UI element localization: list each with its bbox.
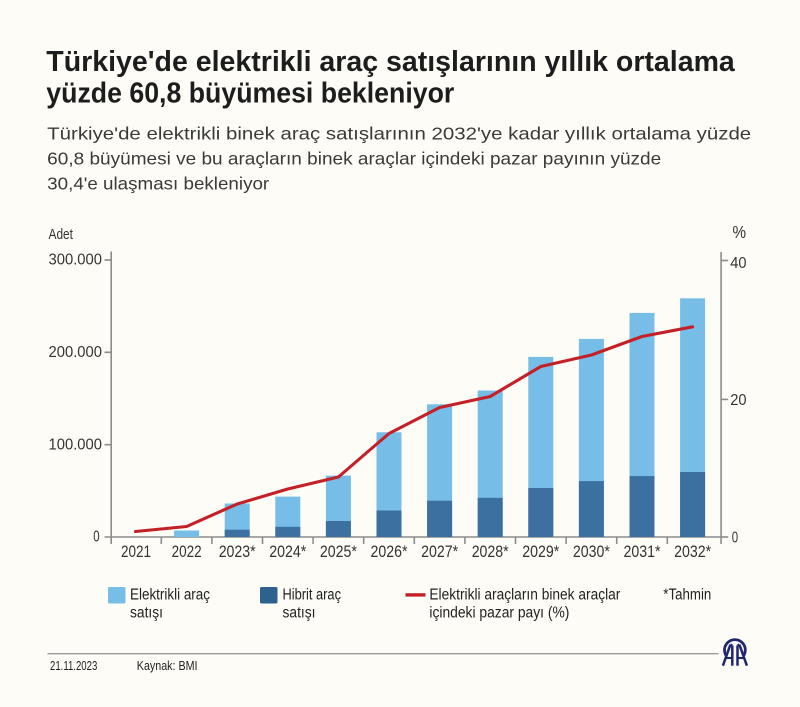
svg-text:20: 20 (730, 392, 746, 409)
svg-text:*Tahmin: *Tahmin (663, 587, 711, 604)
svg-text:Türkiye'de elektrikli araç sat: Türkiye'de elektrikli araç satışlarının … (46, 46, 736, 78)
svg-text:içindeki pazar payı (%): içindeki pazar payı (%) (429, 605, 569, 622)
svg-text:40: 40 (730, 255, 746, 272)
svg-text:%: % (733, 222, 747, 242)
svg-text:0: 0 (93, 529, 99, 546)
svg-text:2022: 2022 (172, 543, 202, 561)
svg-text:Kaynak: BMI: Kaynak: BMI (137, 658, 198, 673)
svg-text:Hibrit araç: Hibrit araç (283, 587, 342, 604)
svg-text:Adet: Adet (49, 227, 74, 243)
svg-text:Türkiye'de elektrikli binek ar: Türkiye'de elektrikli binek araç satışla… (47, 124, 751, 144)
svg-text:satışı: satışı (283, 605, 316, 622)
svg-text:2021: 2021 (121, 543, 151, 561)
svg-text:2032*: 2032* (674, 543, 711, 561)
svg-text:2023*: 2023* (219, 543, 256, 561)
svg-text:60,8 büyümesi ve bu araçların: 60,8 büyümesi ve bu araçların binek araç… (47, 149, 661, 169)
svg-text:2025*: 2025* (320, 543, 357, 561)
svg-text:2029*: 2029* (522, 543, 559, 561)
svg-text:yüzde 60,8 büyümesi bekleniyor: yüzde 60,8 büyümesi bekleniyor (46, 78, 454, 110)
svg-text:Elektrikli araçların binek ara: Elektrikli araçların binek araçlar (429, 587, 620, 604)
svg-text:2028*: 2028* (472, 543, 509, 561)
svg-text:2031*: 2031* (624, 543, 661, 561)
svg-text:2030*: 2030* (573, 543, 610, 561)
svg-text:2024*: 2024* (269, 543, 306, 561)
svg-text:Elektrikli araç: Elektrikli araç (130, 587, 210, 604)
svg-text:0: 0 (732, 529, 738, 546)
svg-text:2027*: 2027* (421, 543, 458, 561)
svg-text:200.000: 200.000 (49, 344, 103, 361)
svg-text:100.000: 100.000 (49, 436, 103, 453)
svg-text:21.11.2023: 21.11.2023 (50, 658, 97, 673)
svg-text:2026*: 2026* (371, 543, 408, 561)
svg-text:satışı: satışı (130, 605, 163, 622)
svg-text:300.000: 300.000 (49, 252, 103, 269)
svg-text:30,4'e ulaşması bekleniyor: 30,4'e ulaşması bekleniyor (47, 174, 269, 194)
